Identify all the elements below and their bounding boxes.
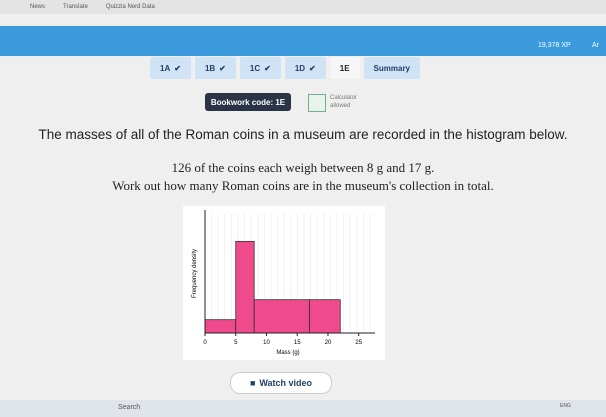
x-axis-label: Mass (g) bbox=[276, 350, 299, 356]
tab-label[interactable]: 1B bbox=[204, 63, 216, 73]
tabs: 1A ✔ 1B ✔ 1C ✔ 1D ✔ 1E Summary bbox=[150, 57, 421, 79]
x-tick-label: 15 bbox=[294, 340, 301, 346]
bar bbox=[253, 299, 310, 334]
search[interactable]: Search bbox=[118, 404, 141, 411]
tab-label[interactable]: Summary bbox=[373, 63, 411, 73]
tab-label[interactable]: 1D bbox=[294, 63, 306, 73]
bar bbox=[204, 319, 237, 334]
header: 19,378 XP Ar bbox=[0, 26, 606, 56]
calculator-text: Calculator bbox=[330, 95, 358, 101]
bookmark[interactable]: News bbox=[30, 4, 46, 10]
button-label[interactable]: Watch video bbox=[259, 378, 313, 388]
tab-label[interactable]: 1E bbox=[339, 63, 350, 73]
check-icon: ✔ bbox=[264, 63, 271, 73]
bookmarks-bar: News Translate Quizzia Nerd Data bbox=[0, 0, 606, 14]
x-tick-label: 0 bbox=[203, 340, 207, 346]
calculator-icon bbox=[308, 94, 326, 112]
tab[interactable]: 1C ✔ bbox=[239, 57, 281, 79]
watch-video-button[interactable]: ■ Watch video bbox=[230, 372, 332, 394]
tab-label[interactable]: 1C bbox=[249, 63, 261, 73]
calculator-note: Calculator allowed bbox=[330, 94, 357, 110]
x-tick-label: 5 bbox=[234, 340, 238, 346]
user[interactable]: Ar bbox=[592, 42, 599, 49]
tab[interactable]: Summary bbox=[363, 57, 421, 79]
tab[interactable]: 1A ✔ bbox=[150, 57, 191, 79]
tab[interactable]: 1E bbox=[329, 57, 360, 79]
bar bbox=[235, 240, 255, 334]
check-icon: ✔ bbox=[309, 63, 316, 73]
bookmark[interactable]: Translate bbox=[63, 4, 88, 10]
x-tick-label: 10 bbox=[263, 340, 270, 346]
bookwork-code: Bookwork code: 1E bbox=[205, 93, 291, 111]
taskbar: Search ENG bbox=[0, 400, 606, 417]
bookmark[interactable]: Quizzia Nerd Data bbox=[105, 4, 155, 10]
calculator-text: allowed bbox=[330, 103, 351, 109]
histogram: 0 5 10 15 20 25 Mass (g) Frequency density bbox=[183, 206, 385, 360]
question-line: Work out how many Roman coins are in the… bbox=[112, 178, 494, 193]
x-tick-label: 20 bbox=[325, 340, 332, 346]
tab[interactable]: 1B ✔ bbox=[194, 57, 236, 79]
check-icon: ✔ bbox=[219, 63, 226, 73]
check-icon: ✔ bbox=[174, 63, 181, 73]
tab-label[interactable]: 1A bbox=[160, 63, 171, 73]
bar bbox=[309, 299, 341, 334]
xp: 19,378 XP bbox=[538, 42, 571, 49]
x-tick-label: 25 bbox=[355, 340, 362, 346]
language: ENG bbox=[560, 403, 571, 409]
tab[interactable]: 1D ✔ bbox=[284, 57, 326, 79]
y-axis-label: Frequency density bbox=[192, 249, 198, 298]
question-line: 126 of the coins each weigh between 8 g … bbox=[171, 160, 435, 175]
question-line: The masses of all of the Roman coins in … bbox=[38, 127, 568, 142]
